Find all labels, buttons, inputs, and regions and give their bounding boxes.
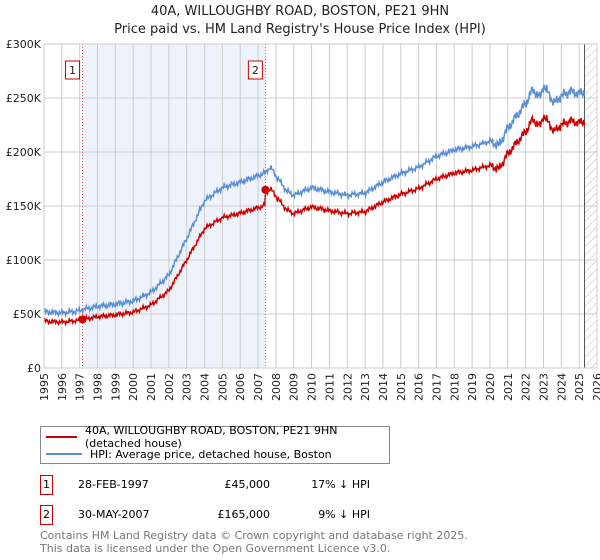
legend: 40A, WILLOUGHBY ROAD, BOSTON, PE21 9HN (…: [40, 424, 390, 464]
x-tick-label: 2024: [555, 373, 568, 401]
sale-price: £165,000: [217, 508, 271, 521]
sale-marker-label: 1: [40, 475, 53, 495]
legend-swatch: [46, 453, 82, 455]
x-tick-label: 2017: [430, 373, 443, 401]
y-tick-label: £250K: [6, 92, 42, 105]
sale-marker-label: 2: [40, 505, 53, 525]
x-tick-label: 2010: [306, 373, 319, 401]
sale-row-1: 1 28-FEB-1997 £45,000 17% ↓ HPI: [40, 475, 440, 495]
x-tick-label: 1995: [38, 373, 51, 401]
x-tick-label: 2013: [359, 373, 372, 401]
x-tick-label: 2005: [216, 373, 229, 401]
plot-frame: [43, 43, 598, 369]
x-tick-label: 2018: [448, 373, 461, 401]
legend-label: 40A, WILLOUGHBY ROAD, BOSTON, PE21 9HN (…: [85, 424, 338, 450]
sale-label-box: [65, 60, 81, 80]
x-tick-label: 2012: [341, 373, 354, 401]
x-tick-label: 2007: [252, 373, 265, 401]
sale-label: 2: [252, 64, 259, 77]
y-tick-label: £200K: [6, 146, 42, 159]
x-tick-label: 2014: [377, 373, 390, 401]
x-tick-label: 2020: [484, 373, 497, 401]
hpi-line: [43, 84, 586, 319]
y-tick-label: £50K: [13, 308, 42, 321]
x-tick-label: 2002: [163, 373, 176, 401]
x-tick-label: 1998: [92, 373, 105, 401]
legend-item-property: 40A, WILLOUGHBY ROAD, BOSTON, PE21 9HN (…: [41, 424, 389, 450]
sale-label-box: [247, 60, 263, 80]
legend-item-hpi: HPI: Average price, detached house, Bost…: [41, 446, 332, 462]
sale-date: 28-FEB-1997: [78, 478, 149, 491]
sale-point: [78, 315, 87, 324]
plot-area: 1995 1996 1997 1998 1999 2000 2001 2002 2003 2004…: [6, 38, 600, 401]
x-tick-label: 1997: [74, 373, 87, 401]
x-tick-label: 2008: [270, 373, 283, 401]
y-tick-label: £0: [27, 362, 41, 375]
legend-label: HPI: Average price, detached house, Bost…: [90, 447, 332, 461]
sale-label: 1: [69, 64, 76, 77]
x-tick-label: 2019: [466, 373, 479, 401]
x-tick-label: 2015: [395, 373, 408, 401]
x-tick-label: 1996: [56, 373, 69, 401]
x-tick-label: 2006: [234, 373, 247, 401]
chart-subtitle: Price paid vs. HM Land Registry's House …: [114, 22, 486, 37]
footer-line: Contains HM Land Registry data © Crown c…: [40, 529, 468, 542]
chart-title: 40A, WILLOUGHBY ROAD, BOSTON, PE21 9HN: [150, 4, 450, 19]
x-tick-label: 2009: [288, 373, 301, 401]
sale-date: 30-MAY-2007: [78, 508, 150, 521]
sale-hpi-diff: 9% ↓ HPI: [318, 508, 370, 521]
x-tick-label: 2000: [127, 373, 140, 401]
footer: Contains HM Land Registry data © Crown c…: [40, 529, 468, 555]
x-tick-label: 2016: [413, 373, 426, 401]
sale-price: £45,000: [224, 478, 271, 491]
x-tick-label: 2022: [520, 373, 533, 401]
x-tick-label: 2001: [145, 373, 158, 401]
x-tick-label: 2021: [502, 373, 515, 401]
x-tick-label: 2025: [573, 373, 586, 401]
x-tick-label: 2004: [199, 373, 212, 401]
y-tick-label: £150K: [6, 200, 42, 213]
sale-point: [261, 185, 270, 194]
sale-hpi-diff: 17% ↓ HPI: [311, 478, 370, 491]
footer-line: This data is licensed under the Open Gov…: [40, 542, 391, 555]
y-tick-label: £300K: [6, 38, 42, 51]
property-price-line: [43, 113, 586, 327]
x-tick-label: 2011: [323, 373, 336, 401]
x-tick-label: 2003: [181, 373, 194, 401]
y-tick-label: £100K: [6, 254, 42, 267]
x-tick-label: 2026: [591, 373, 600, 401]
sale-row-2: 2 30-MAY-2007 £165,000 9% ↓ HPI: [40, 505, 440, 525]
x-tick-label: 2023: [537, 373, 550, 401]
legend-swatch: [46, 436, 78, 438]
x-tick-label: 1999: [109, 373, 122, 401]
